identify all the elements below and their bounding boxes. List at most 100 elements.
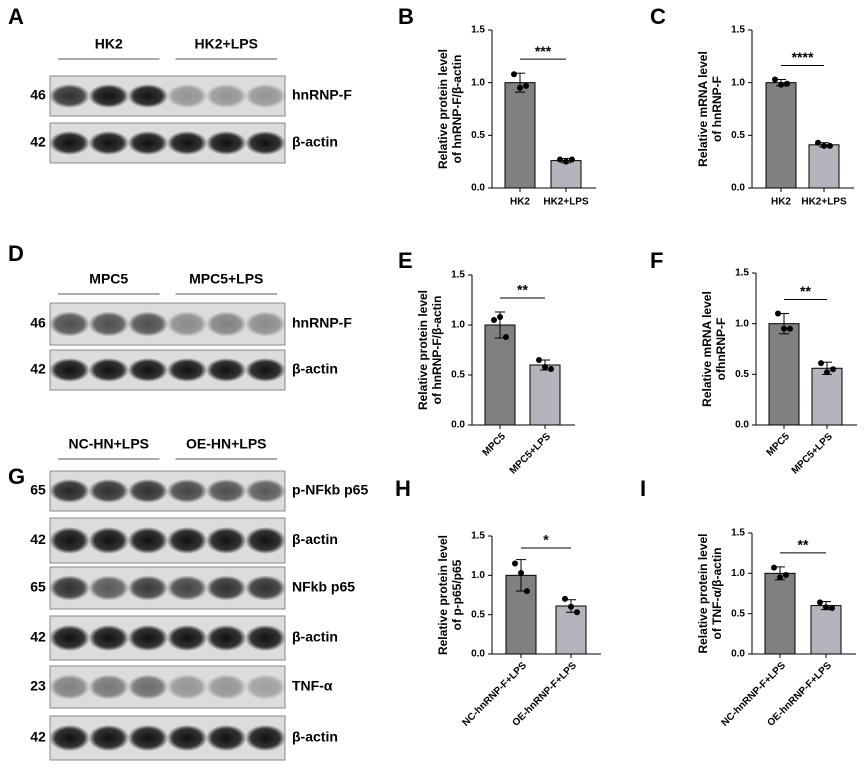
y-tick-label: 1.5 [471, 531, 485, 542]
band [245, 624, 286, 652]
x-tick-label: HK2+LPS [801, 197, 847, 208]
protein-label: β-actin [292, 361, 338, 377]
y-axis-label: Relative protein level [436, 535, 450, 655]
data-point [542, 364, 548, 370]
data-point [781, 325, 787, 332]
protein-label: β-actin [292, 531, 338, 547]
data-point [503, 334, 509, 340]
data-point [777, 574, 783, 581]
panel-letter: B [398, 4, 414, 29]
band [166, 575, 208, 601]
band [205, 724, 247, 752]
significance-label: ** [800, 283, 811, 299]
data-point [775, 310, 781, 317]
group-label: HK2 [95, 36, 123, 52]
protein-label: TNF-α [292, 678, 333, 694]
mw-label: 65 [30, 579, 46, 595]
band [166, 84, 208, 108]
protein-label: p-NFkb p65 [292, 482, 368, 498]
band [88, 84, 130, 108]
mw-label: 42 [30, 531, 46, 547]
band [49, 84, 90, 108]
band [88, 311, 130, 337]
data-point [778, 81, 784, 88]
mw-label: 42 [30, 134, 46, 150]
band [205, 674, 247, 700]
bar [810, 605, 842, 655]
band [205, 131, 247, 155]
band [88, 674, 130, 700]
band [88, 575, 130, 601]
y-tick-label: 0.5 [451, 370, 465, 381]
protein-label: hnRNP-F [292, 315, 352, 331]
y-tick-label: 0.0 [471, 649, 485, 660]
band [166, 724, 208, 752]
y-axis-label: of TNF-α/β-actin [710, 547, 724, 639]
group-label: NC-HN+LPS [68, 436, 149, 452]
band [245, 674, 286, 700]
data-point [524, 588, 530, 595]
y-axis-label: of hnRNP-F/β-actin [430, 296, 444, 405]
band [166, 479, 208, 503]
data-point [818, 360, 824, 367]
band [127, 479, 169, 503]
mw-label: 23 [30, 678, 46, 694]
data-point [562, 595, 568, 602]
y-tick-label: 1.0 [471, 77, 485, 88]
y-axis-label: Relative protein level [416, 290, 430, 410]
panel-letter: C [650, 4, 666, 29]
data-point [563, 158, 569, 165]
band [166, 131, 208, 155]
bar [484, 324, 516, 426]
y-axis-label: Relative mRNA level [700, 291, 714, 407]
significance-label: ** [798, 537, 809, 553]
mw-label: 46 [30, 87, 46, 103]
band [245, 358, 286, 382]
y-tick-label: 1.5 [451, 270, 465, 281]
panel-letter: A [8, 4, 24, 29]
band [127, 575, 169, 601]
mw-label: 42 [30, 361, 46, 377]
data-point [523, 82, 529, 89]
band [49, 479, 90, 503]
data-point [517, 84, 523, 91]
band [127, 624, 169, 652]
data-point [827, 142, 833, 149]
y-tick-label: 0.5 [731, 130, 745, 141]
group-label: OE-HN+LPS [186, 436, 267, 452]
y-tick-label: 0.5 [731, 608, 745, 619]
data-point [557, 156, 563, 163]
data-point [815, 139, 821, 146]
x-tick-label: MPC5+LPS [508, 431, 554, 477]
y-tick-label: 0.0 [735, 420, 749, 431]
band [245, 575, 286, 601]
y-tick-label: 1.0 [471, 570, 485, 581]
y-tick-label: 1.0 [451, 320, 465, 331]
band [166, 674, 208, 700]
band [49, 358, 90, 382]
panel-letter: G [8, 464, 25, 489]
x-tick-label: HK2 [771, 197, 791, 208]
band [205, 311, 247, 337]
band [127, 724, 169, 752]
band [49, 624, 90, 652]
data-point [512, 560, 518, 567]
data-point [783, 571, 789, 578]
data-point [771, 564, 777, 571]
band [49, 527, 90, 554]
band [88, 131, 130, 155]
significance-label: * [543, 532, 549, 548]
data-point [536, 357, 542, 363]
band [245, 131, 286, 155]
data-point [823, 604, 829, 611]
bar [550, 160, 582, 189]
data-point [491, 317, 497, 323]
bar [768, 323, 800, 426]
data-point [497, 314, 503, 320]
band [49, 575, 90, 601]
y-axis-label: Relative protein level [696, 533, 710, 653]
protein-label: β-actin [292, 629, 338, 645]
y-tick-label: 0.0 [451, 420, 465, 431]
y-tick-label: 1.0 [735, 318, 749, 329]
